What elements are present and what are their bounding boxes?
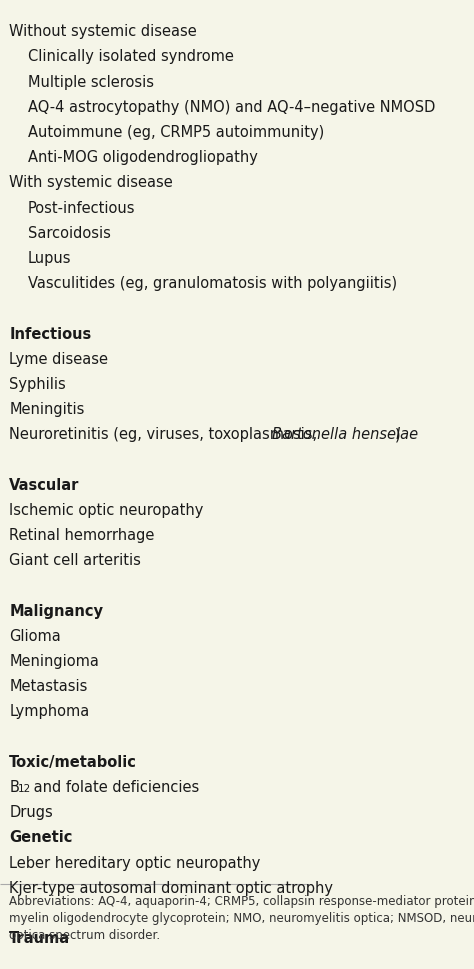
Text: B: B — [9, 780, 19, 795]
Text: Drugs: Drugs — [9, 805, 53, 820]
Text: Clinically isolated syndrome: Clinically isolated syndrome — [28, 49, 234, 64]
Text: Ischemic optic neuropathy: Ischemic optic neuropathy — [9, 503, 204, 517]
Text: Abbreviations: AQ-4, aquaporin-4; CRMP5, collapsin response-mediator protein-5; : Abbreviations: AQ-4, aquaporin-4; CRMP5,… — [9, 895, 474, 943]
Text: Meningioma: Meningioma — [9, 654, 99, 669]
Text: and folate deficiencies: and folate deficiencies — [29, 780, 199, 795]
Text: Multiple sclerosis: Multiple sclerosis — [28, 75, 154, 89]
Text: Anti-MOG oligodendrogliopathy: Anti-MOG oligodendrogliopathy — [28, 150, 258, 165]
Text: 12: 12 — [18, 784, 31, 794]
Text: Lymphoma: Lymphoma — [9, 704, 90, 719]
Text: Metastasis: Metastasis — [9, 679, 88, 694]
Text: Vascular: Vascular — [9, 478, 80, 492]
Text: Giant cell arteritis: Giant cell arteritis — [9, 553, 141, 568]
Text: Leber hereditary optic neuropathy: Leber hereditary optic neuropathy — [9, 856, 261, 870]
Text: Toxic/metabolic: Toxic/metabolic — [9, 755, 137, 769]
Text: Post-infectious: Post-infectious — [28, 201, 135, 215]
Text: Lupus: Lupus — [28, 251, 71, 266]
Text: Bartonella henselae: Bartonella henselae — [272, 427, 418, 442]
Text: With systemic disease: With systemic disease — [9, 175, 173, 190]
Text: Autoimmune (eg, CRMP5 autoimmunity): Autoimmune (eg, CRMP5 autoimmunity) — [28, 125, 324, 140]
Text: Genetic: Genetic — [9, 830, 73, 845]
Text: Retinal hemorrhage: Retinal hemorrhage — [9, 528, 155, 543]
Text: Vasculitides (eg, granulomatosis with polyangiitis): Vasculitides (eg, granulomatosis with po… — [28, 276, 397, 291]
Text: Neuroretinitis (eg, viruses, toxoplasmosis,: Neuroretinitis (eg, viruses, toxoplasmos… — [9, 427, 322, 442]
Text: Malignancy: Malignancy — [9, 604, 103, 618]
Text: Infectious: Infectious — [9, 327, 91, 341]
Text: Meningitis: Meningitis — [9, 402, 85, 417]
Text: Trauma: Trauma — [9, 931, 70, 946]
Text: Without systemic disease: Without systemic disease — [9, 24, 197, 39]
Text: AQ-4 astrocytopathy (NMO) and AQ-4–negative NMOSD: AQ-4 astrocytopathy (NMO) and AQ-4–negat… — [28, 100, 435, 114]
Text: Kjer-type autosomal dominant optic atrophy: Kjer-type autosomal dominant optic atrop… — [9, 881, 333, 895]
Text: Lyme disease: Lyme disease — [9, 352, 108, 366]
Text: Glioma: Glioma — [9, 629, 61, 643]
Text: ): ) — [395, 427, 401, 442]
Text: Sarcoidosis: Sarcoidosis — [28, 226, 110, 240]
Text: Syphilis: Syphilis — [9, 377, 66, 391]
